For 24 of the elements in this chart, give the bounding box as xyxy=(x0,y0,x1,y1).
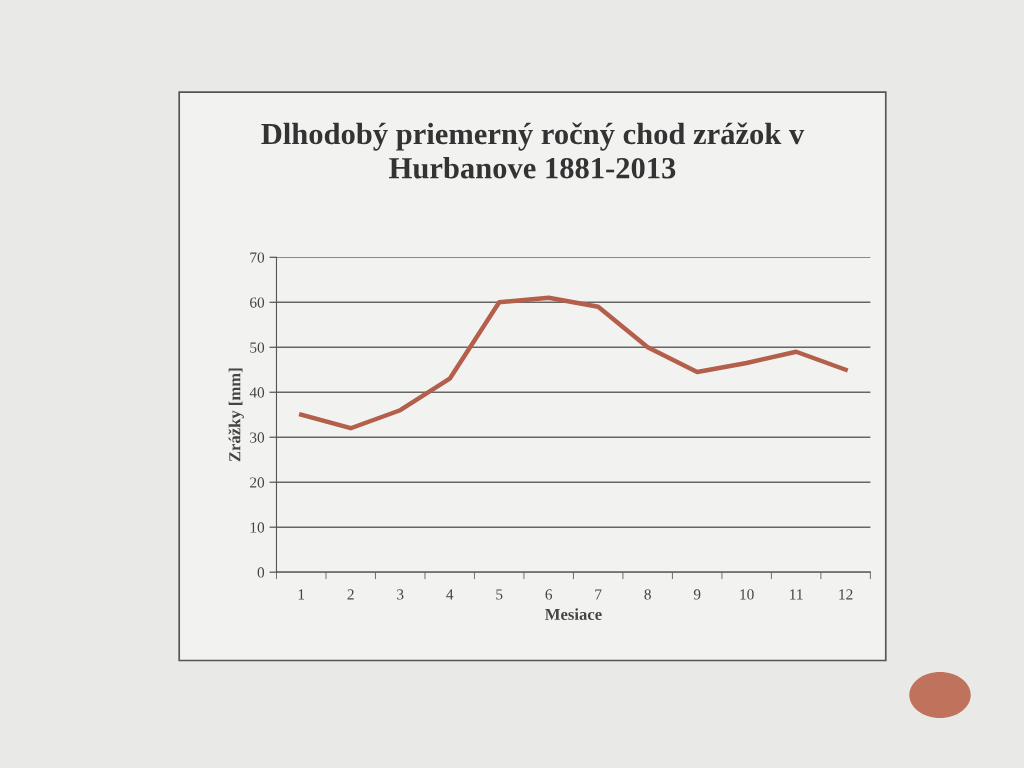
x-tick-label: 9 xyxy=(693,589,701,600)
y-tick-label: 10 xyxy=(250,522,265,533)
x-tick-label: 3 xyxy=(397,589,404,600)
x-tick-label: 7 xyxy=(595,589,602,600)
y-tick-label: 50 xyxy=(250,342,265,353)
y-tick-label: 40 xyxy=(249,387,265,398)
x-tick-label: 5 xyxy=(496,589,503,600)
x-tick-label: 2 xyxy=(347,589,354,600)
x-tick-label: 8 xyxy=(644,589,651,600)
y-tick-label: 30 xyxy=(250,432,265,443)
y-tick-label: 60 xyxy=(250,297,265,308)
y-tick-label: 70 xyxy=(250,252,265,263)
x-tick-label: 6 xyxy=(545,589,553,600)
y-tick-label: 0 xyxy=(257,567,265,578)
x-tick-label: 10 xyxy=(740,589,754,600)
x-tick-label: 1 xyxy=(298,589,305,600)
line-series xyxy=(299,295,848,431)
y-tick-label: 20 xyxy=(250,477,265,488)
y-axis-title: Zrážky [mm] xyxy=(228,368,244,462)
x-tick-label: 12 xyxy=(839,589,853,600)
x-tick-label: 11 xyxy=(790,589,803,600)
x-tick-label: 4 xyxy=(446,589,454,600)
chart-title: Dlhodobý priemerný ročný chod zrážok v Hurbanove 1881-2013 xyxy=(261,122,805,179)
x-axis-title: Mesiace xyxy=(545,608,602,620)
